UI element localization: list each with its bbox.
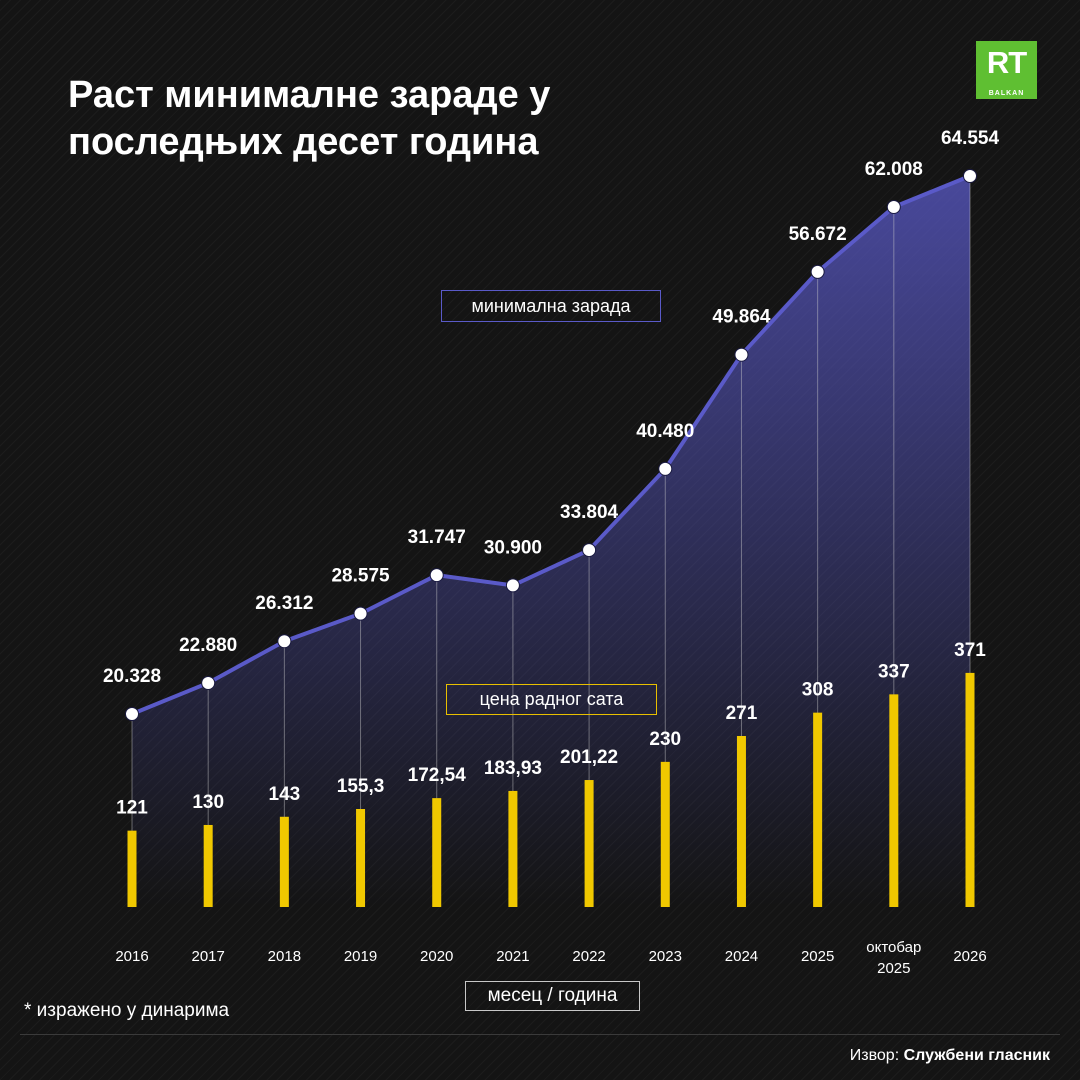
x-axis-label: месец / година — [465, 981, 640, 1011]
x-tick-label: 2024 — [725, 948, 758, 965]
wage-value-label: 40.480 — [636, 421, 694, 442]
hour-bar — [660, 761, 670, 907]
hour-bar — [432, 798, 442, 907]
wage-value-label: 22.880 — [179, 635, 237, 656]
x-tick-label: 2022 — [572, 948, 605, 965]
hour-value-label: 155,3 — [337, 776, 385, 797]
hour-value-label: 230 — [649, 729, 681, 750]
footer-divider — [20, 1034, 1060, 1035]
wage-point — [353, 606, 368, 621]
wage-line — [131, 174, 971, 716]
logo-subtitle: BALKAN — [988, 90, 1025, 97]
hour-bar — [736, 735, 746, 907]
source-name: Службени гласник — [903, 1047, 1050, 1064]
wage-point — [658, 461, 673, 476]
rt-balkan-logo: RT BALKAN — [976, 41, 1037, 99]
wage-value-label: 28.575 — [331, 566, 390, 587]
x-tick-label: 2019 — [344, 948, 377, 965]
wage-point — [505, 578, 520, 593]
hour-value-label: 143 — [269, 784, 301, 805]
hour-bar — [813, 712, 823, 907]
x-tick-label: 2025 — [801, 948, 834, 965]
wage-point — [429, 568, 444, 583]
hour-value-label: 172,54 — [408, 765, 467, 786]
wage-value-label: 49.864 — [712, 307, 771, 328]
x-tick-label: 2016 — [115, 948, 148, 965]
x-tick-line: 2025 — [877, 960, 910, 977]
wage-point — [125, 707, 139, 721]
hour-bar — [584, 780, 594, 907]
legend-hourly-rate: цена радног сата — [446, 684, 657, 715]
hour-value-label: 371 — [954, 640, 986, 661]
wage-value-label: 30.900 — [484, 537, 542, 558]
x-tick-label: 2020 — [420, 948, 453, 965]
hour-value-label: 337 — [878, 661, 910, 682]
hour-bar — [965, 672, 975, 907]
logo-text: RT — [986, 45, 1027, 80]
wage-point — [886, 199, 901, 214]
wage-point — [277, 634, 292, 649]
x-tick-line: октобар — [866, 939, 921, 956]
hour-value-label: 121 — [116, 798, 148, 819]
wage-value-label: 56.672 — [789, 224, 847, 245]
wage-value-label: 62.008 — [865, 159, 923, 180]
wage-point — [582, 543, 597, 558]
hour-bar — [356, 809, 366, 907]
hour-value-label: 308 — [802, 680, 834, 701]
source-prefix: Извор: — [849, 1047, 904, 1064]
hour-bar — [279, 816, 289, 907]
hour-value-label: 201,22 — [560, 747, 618, 768]
wage-point — [810, 264, 825, 279]
hour-bar — [889, 694, 899, 907]
wage-value-label: 33.804 — [560, 502, 619, 523]
wage-point — [734, 347, 749, 362]
hour-value-label: 271 — [726, 703, 758, 724]
x-tick-label: 2017 — [191, 948, 224, 965]
wage-point — [201, 675, 216, 690]
currency-footnote: * изражено у динарима — [24, 1000, 230, 1021]
hour-value-label: 130 — [192, 792, 224, 813]
hour-value-label: 183,93 — [484, 758, 542, 779]
x-tick-label: 2021 — [496, 948, 529, 965]
hour-bar — [203, 824, 213, 907]
wage-value-label: 31.747 — [408, 527, 466, 548]
hour-bar — [508, 790, 518, 907]
source-credit: Извор: Службени гласник — [850, 1047, 1050, 1065]
x-tick-label: 2023 — [649, 948, 682, 965]
x-tick-label: октобар 2025 — [866, 939, 921, 977]
legend-minimum-wage: минимална зарада — [441, 290, 661, 322]
x-tick-label: 2026 — [953, 948, 986, 965]
wage-value-label: 26.312 — [255, 593, 313, 614]
x-tick-label: 2018 — [268, 948, 301, 965]
wage-value-label: 64.554 — [941, 128, 1000, 149]
page-title: Раст минималне зараде у последњих десет … — [68, 74, 551, 163]
hour-bar — [127, 830, 137, 907]
wage-point — [963, 169, 977, 183]
wage-value-label: 20.328 — [103, 666, 161, 687]
wage-area — [132, 176, 970, 907]
